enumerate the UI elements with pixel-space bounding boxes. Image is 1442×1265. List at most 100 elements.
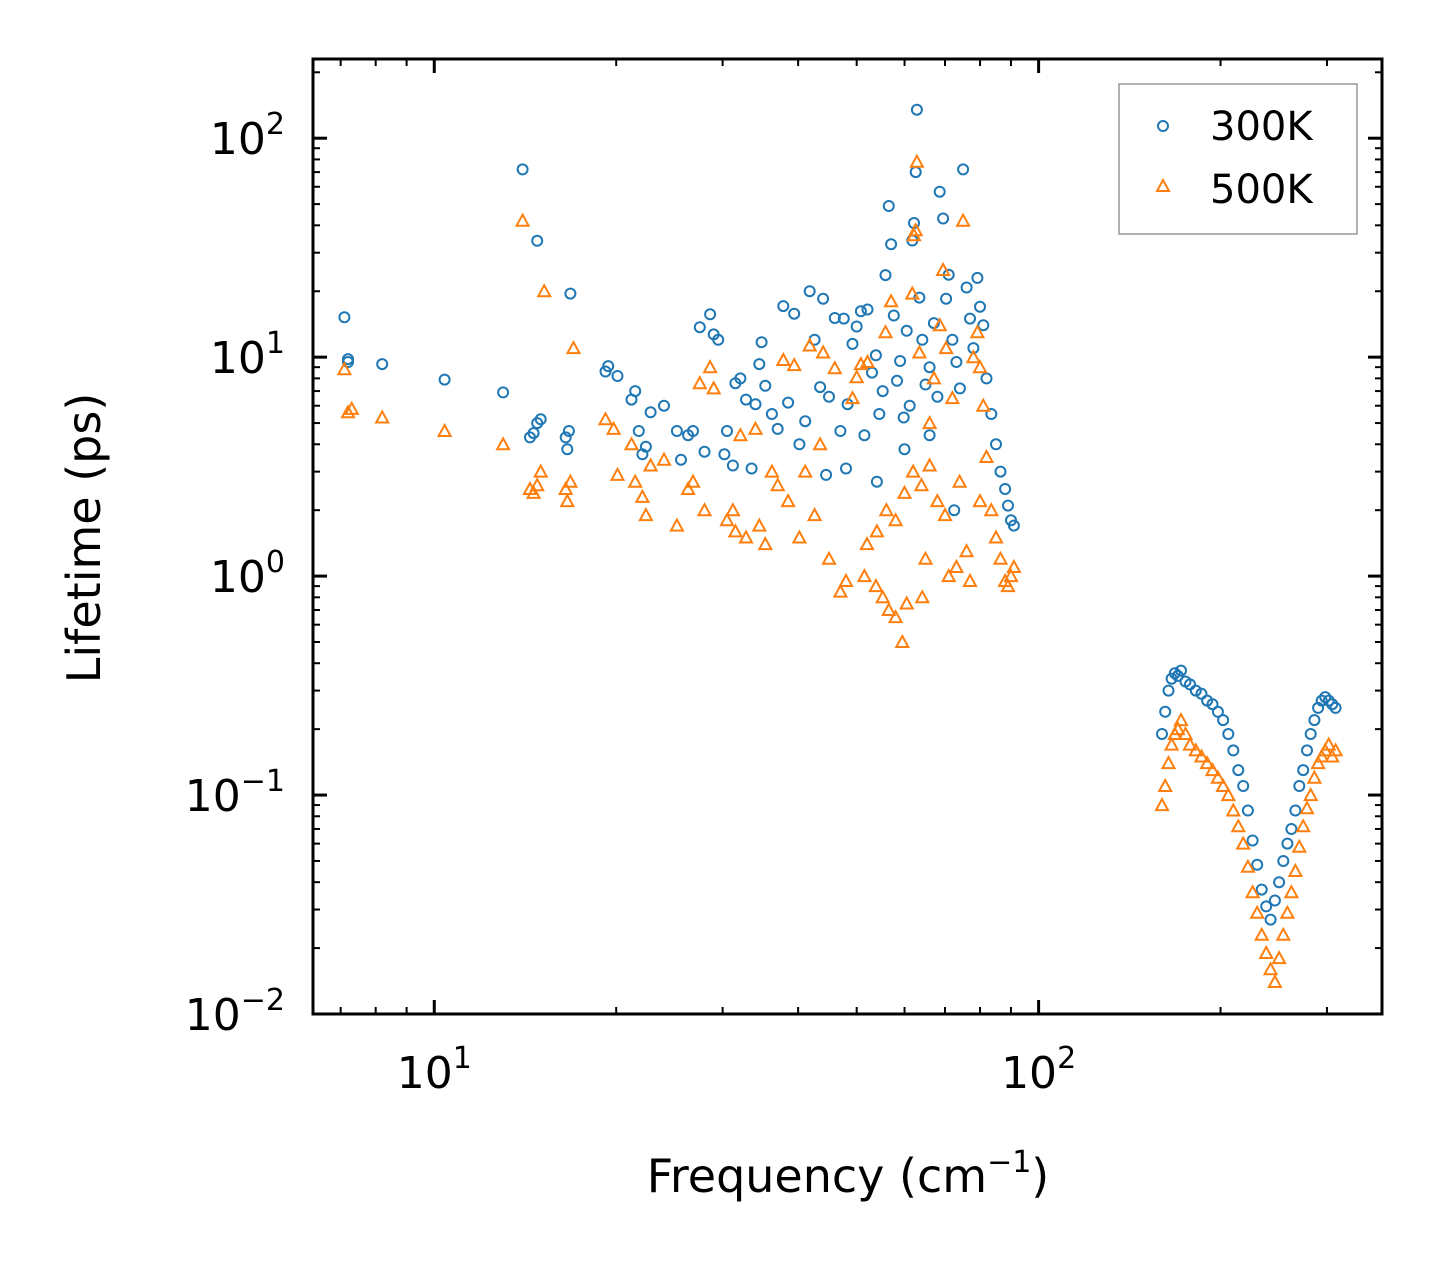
data-point-300k <box>933 185 946 198</box>
data-point-500k <box>992 550 1009 565</box>
data-point-300k <box>559 431 572 444</box>
data-point-500k <box>978 448 995 463</box>
data-point-500k <box>894 633 910 648</box>
data-point-500k <box>832 583 849 598</box>
data-point-500k <box>1163 736 1180 751</box>
data-point-300k <box>1007 519 1020 532</box>
data-point-300k <box>999 483 1012 495</box>
data-point-300k <box>1297 764 1310 777</box>
data-point-300k <box>777 300 790 313</box>
data-point-300k <box>531 234 544 247</box>
data-point-500k <box>669 517 685 532</box>
data-point-300k <box>869 349 882 362</box>
data-point-500k <box>764 463 780 478</box>
data-point-300k <box>861 303 874 316</box>
data-point-500k <box>844 390 861 405</box>
data-point-500k <box>921 415 938 430</box>
data-point-300k <box>1289 804 1302 817</box>
series-layer <box>336 103 1344 988</box>
legend-label-300k: 300K <box>1210 104 1314 150</box>
data-point-300k <box>814 381 827 394</box>
data-point-500k <box>1283 884 1300 899</box>
data-point-300k <box>658 399 670 412</box>
data-point-300k <box>964 312 976 325</box>
data-point-300k <box>376 358 389 371</box>
data-point-500k <box>1157 777 1173 792</box>
data-point-300k <box>1268 894 1281 907</box>
data-point-500k <box>696 502 713 517</box>
data-point-300k <box>1273 876 1286 889</box>
data-point-500k <box>921 457 938 472</box>
data-point-500k <box>656 451 672 466</box>
data-point-500k <box>1210 769 1226 784</box>
data-point-300k <box>1260 900 1273 913</box>
data-point-300k <box>564 287 577 300</box>
data-point-300k <box>1159 705 1172 718</box>
data-point-300k <box>858 429 871 442</box>
x-tick-label: 102 <box>1001 1041 1076 1099</box>
data-point-500k <box>1240 858 1256 873</box>
data-point-500k <box>887 512 904 527</box>
data-point-500k <box>1262 961 1279 976</box>
data-point-500k <box>1182 736 1198 751</box>
data-point-300k <box>1277 855 1290 867</box>
data-point-300k <box>1222 728 1235 740</box>
data-point-500k <box>1287 862 1304 877</box>
data-point-500k <box>1310 755 1326 770</box>
data-point-300k <box>876 385 889 398</box>
data-point-300k <box>946 333 959 346</box>
data-point-500k <box>802 337 818 352</box>
y-tick-label: 102 <box>210 107 285 165</box>
data-point-300k <box>338 311 351 324</box>
data-point-500k <box>605 420 622 435</box>
data-point-300k <box>840 462 852 475</box>
data-point-300k <box>782 396 795 409</box>
data-point-500k <box>1177 725 1194 740</box>
data-point-500k <box>965 349 982 364</box>
data-point-500k <box>642 457 659 472</box>
data-point-500k <box>909 153 925 168</box>
data-point-500k <box>899 595 915 610</box>
data-point-300k <box>923 361 936 374</box>
data-point-300k <box>759 379 772 392</box>
data-point-300k <box>1322 694 1335 707</box>
data-point-300k <box>749 398 762 411</box>
data-point-500k <box>937 507 953 522</box>
data-point-500k <box>1321 736 1337 751</box>
data-point-500k <box>1188 742 1204 757</box>
data-point-500k <box>941 568 957 583</box>
data-point-300k <box>1227 744 1240 757</box>
data-point-300k <box>1319 691 1332 704</box>
data-point-300k <box>1002 499 1014 512</box>
data-point-300k <box>834 425 847 437</box>
data-point-300k <box>740 393 752 406</box>
data-point-300k <box>971 271 984 284</box>
data-point-300k <box>1211 705 1224 718</box>
data-point-500k <box>791 529 808 544</box>
x-tick-label: 101 <box>397 1041 472 1099</box>
data-point-500k <box>1244 884 1261 899</box>
data-point-300k <box>891 374 903 387</box>
y-tick-label: 101 <box>210 326 285 384</box>
data-point-300k <box>1301 744 1313 757</box>
data-point-500k <box>1235 835 1251 850</box>
data-point-500k <box>727 523 744 538</box>
data-point-300k <box>919 378 932 391</box>
data-point-500k <box>887 609 904 624</box>
data-point-500k <box>868 578 884 593</box>
data-point-500k <box>702 359 718 374</box>
data-point-500k <box>706 380 722 395</box>
data-point-500k <box>336 361 353 376</box>
data-point-300k <box>1175 664 1187 677</box>
data-point-300k <box>1315 694 1328 707</box>
legend-marker-500k <box>1155 177 1171 192</box>
legend-label-500k: 500K <box>1210 167 1314 213</box>
x-axis-label: Frequency (cm−1) <box>647 1145 1050 1203</box>
data-point-500k <box>812 436 828 451</box>
data-point-300k <box>1232 764 1245 777</box>
data-point-500k <box>1327 742 1344 757</box>
data-point-300k <box>771 422 784 435</box>
series-500k <box>336 153 1344 988</box>
data-point-500k <box>374 409 390 424</box>
